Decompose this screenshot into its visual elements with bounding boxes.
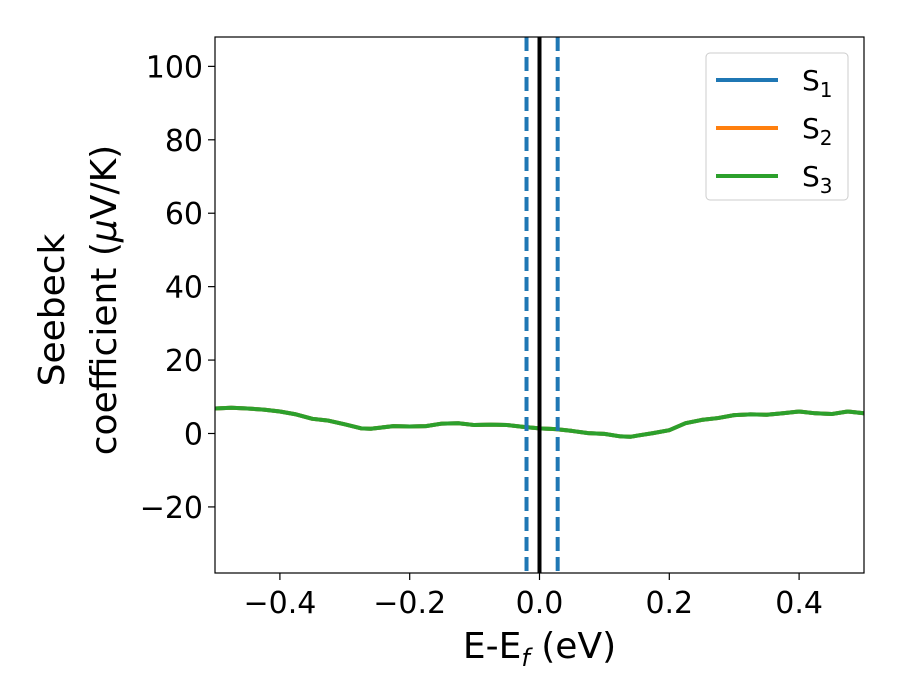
x-tick-label: 0.0	[516, 586, 564, 621]
y-tick-label: −20	[140, 491, 203, 526]
x-tick-label: −0.2	[373, 586, 446, 621]
x-tick-label: −0.4	[243, 586, 316, 621]
y-tick-label: 20	[165, 344, 203, 379]
y-axis-label-line1: Seebeck	[32, 233, 73, 386]
x-tick-label: 0.2	[645, 586, 693, 621]
legend-label: S3	[802, 160, 833, 198]
y-tick-label: 60	[165, 197, 203, 232]
legend-item-s3: S3	[716, 160, 833, 198]
y-tick-label: 40	[165, 271, 203, 306]
legend-label: S2	[802, 112, 833, 150]
x-axis: −0.4 −0.2 0.0 0.2 0.4	[243, 573, 823, 621]
y-axis-label: Seebeck coefficient (μV/K)	[32, 145, 125, 455]
x-tick-label: 0.4	[775, 586, 823, 621]
y-axis: −20 0 20 40 60 80 100	[140, 50, 215, 526]
legend-item-s2: S2	[716, 112, 833, 150]
legend-item-s1: S1	[716, 64, 833, 102]
y-tick-label: 0	[184, 417, 203, 452]
y-axis-label-line2: coefficient (μV/K)	[84, 145, 125, 455]
plot-area	[215, 37, 864, 573]
x-axis-label: E-Ef (eV)	[463, 626, 616, 672]
legend: S1 S2 S3	[705, 52, 849, 201]
y-tick-label: 100	[146, 50, 203, 85]
y-tick-label: 80	[165, 124, 203, 159]
legend-label: S1	[802, 64, 833, 102]
